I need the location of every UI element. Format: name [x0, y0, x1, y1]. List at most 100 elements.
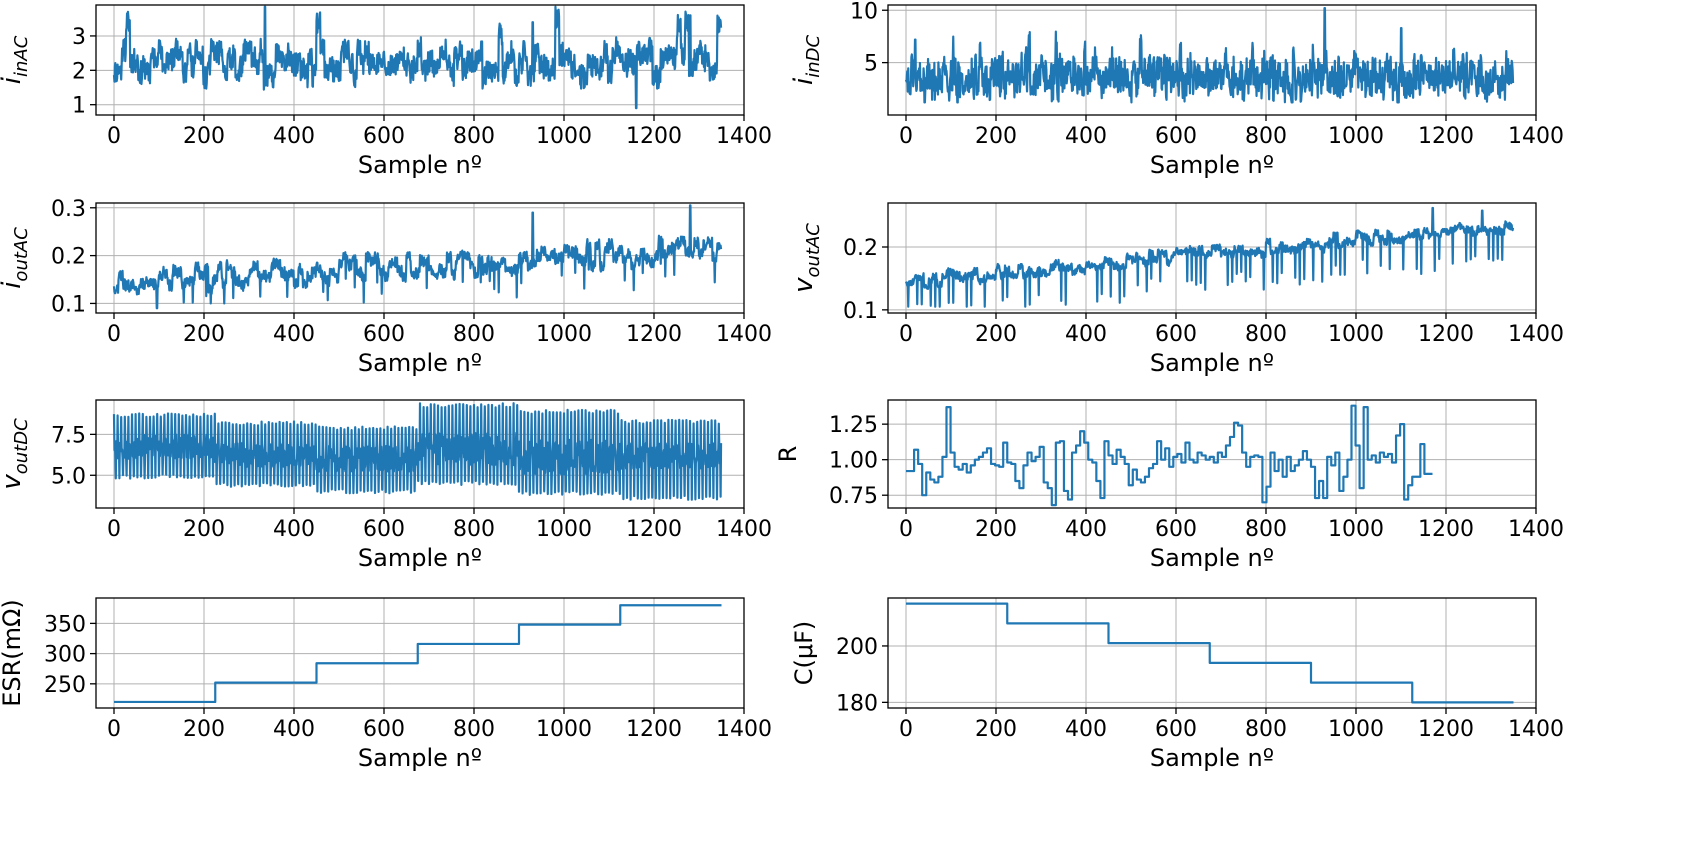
- y-tick-label: 0.1: [51, 292, 86, 317]
- x-tick-label: 200: [975, 124, 1017, 149]
- x-tick-label: 600: [363, 322, 405, 347]
- x-tick-label: 1200: [1418, 517, 1474, 542]
- x-tick-label: 1000: [1328, 322, 1384, 347]
- series-line: [906, 404, 1433, 507]
- x-axis-label: Sample nº: [1150, 544, 1274, 572]
- x-tick-label: 800: [1245, 124, 1287, 149]
- y-tick-label: 3: [72, 25, 86, 50]
- x-tick-label: 600: [1155, 717, 1197, 742]
- panel-iinAC: 0 200 400 600 800 1000 1200 1400 1 2 3 Sample nº iin…: [0, 4, 772, 179]
- y-tick-label: 0.1: [843, 299, 878, 324]
- y-axis-label: voutAC: [789, 223, 824, 293]
- x-tick-label: 400: [1065, 124, 1107, 149]
- x-tick-label: 200: [975, 517, 1017, 542]
- x-tick-label: 0: [107, 322, 121, 347]
- x-axis-label: Sample nº: [358, 744, 482, 772]
- series-line: [114, 604, 722, 704]
- x-tick-label: 0: [899, 517, 913, 542]
- x-tick-label: 1400: [716, 124, 772, 149]
- x-tick-label: 200: [183, 517, 225, 542]
- x-tick-label: 200: [183, 717, 225, 742]
- series-line: [904, 7, 1515, 104]
- x-tick-label: 400: [1065, 717, 1107, 742]
- panel-iinDC: 0 200 400 600 800 1000 1200 1400 5 10 Sample nº iin…: [789, 0, 1564, 179]
- axes-frame: [887, 202, 1537, 314]
- x-tick-label: 200: [975, 717, 1017, 742]
- x-tick-label: 0: [107, 517, 121, 542]
- y-tick-label: 250: [44, 673, 86, 698]
- series-line: [904, 206, 1515, 308]
- x-tick-label: 1000: [536, 322, 592, 347]
- x-tick-label: 400: [273, 322, 315, 347]
- x-tick-label: 1200: [1418, 717, 1474, 742]
- x-tick-label: 1000: [536, 717, 592, 742]
- y-axis-label: ioutAC: [0, 227, 32, 289]
- x-tick-label: 800: [453, 517, 495, 542]
- y-tick-label: 10: [850, 0, 878, 24]
- y-tick-label: 0.2: [843, 236, 878, 261]
- x-tick-label: 800: [453, 322, 495, 347]
- x-tick-label: 1400: [1508, 322, 1564, 347]
- y-axis-label: C(μF): [790, 621, 818, 686]
- axes-frame: [95, 4, 745, 116]
- x-tick-label: 400: [1065, 322, 1107, 347]
- axes-frame: [95, 399, 745, 509]
- x-tick-label: 1000: [536, 517, 592, 542]
- x-tick-label: 0: [899, 124, 913, 149]
- x-tick-label: 0: [107, 124, 121, 149]
- x-tick-label: 200: [975, 322, 1017, 347]
- panel-ESR: 0 200 400 600 800 1000 1200 1400 250 300 350 Sample…: [0, 597, 772, 772]
- x-tick-label: 1200: [626, 517, 682, 542]
- x-axis-label: Sample nº: [1150, 349, 1274, 377]
- y-tick-label: 0.3: [51, 197, 86, 222]
- x-tick-label: 1200: [1418, 124, 1474, 149]
- y-axis-label-base: i: [789, 77, 819, 85]
- x-tick-label: 1400: [1508, 717, 1564, 742]
- x-axis-label: Sample nº: [358, 349, 482, 377]
- x-tick-label: 0: [899, 717, 913, 742]
- y-axis-label-subscript: outAC: [803, 223, 824, 278]
- axes-frame: [95, 202, 745, 314]
- x-tick-label: 800: [1245, 717, 1287, 742]
- x-tick-label: 800: [453, 124, 495, 149]
- y-tick-label: 350: [44, 612, 86, 637]
- series-line: [112, 5, 723, 110]
- y-tick-label: 180: [836, 691, 878, 716]
- x-tick-label: 1400: [716, 717, 772, 742]
- y-axis-label-base: i: [0, 76, 27, 84]
- panel-ioutAC: 0 200 400 600 800 1000 1200 1400 0.1 0.2 0.3 Sample…: [0, 197, 772, 377]
- y-axis-label-base: i: [0, 281, 27, 289]
- y-tick-label: 1.25: [829, 413, 878, 438]
- x-tick-label: 600: [363, 717, 405, 742]
- y-axis-label-base: v: [789, 277, 819, 293]
- y-tick-label: 200: [836, 635, 878, 660]
- y-axis-label: iinAC: [0, 35, 32, 84]
- axes-frame: [887, 597, 1537, 709]
- x-tick-label: 200: [183, 322, 225, 347]
- y-axis-label: R: [774, 446, 802, 463]
- x-tick-label: 1400: [716, 322, 772, 347]
- x-tick-label: 1200: [1418, 322, 1474, 347]
- x-tick-label: 1400: [716, 517, 772, 542]
- y-tick-label: 0.2: [51, 245, 86, 270]
- x-tick-label: 1400: [1508, 124, 1564, 149]
- y-axis-label-subscript: inDC: [803, 35, 824, 78]
- x-tick-label: 600: [363, 517, 405, 542]
- x-tick-label: 1000: [1328, 124, 1384, 149]
- panel-C: 0 200 400 600 800 1000 1200 1400 180 200 Sample nº…: [790, 597, 1564, 772]
- x-tick-label: 1000: [1328, 517, 1384, 542]
- series-line: [112, 402, 723, 501]
- x-tick-label: 200: [183, 124, 225, 149]
- axes-frame: [95, 597, 745, 709]
- x-tick-label: 0: [107, 717, 121, 742]
- y-axis-label-subscript: outAC: [11, 227, 32, 282]
- y-axis-label-subscript: outDC: [11, 418, 32, 474]
- y-axis-label-base: v: [0, 474, 27, 490]
- y-tick-label: 1: [72, 94, 86, 119]
- panel-R: 0 200 400 600 800 1000 1200 1400 0.75 1.00 1.25 Sam…: [774, 399, 1564, 572]
- y-axis-label: voutDC: [0, 418, 32, 490]
- y-tick-label: 1.00: [829, 449, 878, 474]
- x-tick-label: 800: [1245, 517, 1287, 542]
- y-axis-label-subscript: inAC: [11, 35, 32, 77]
- x-tick-label: 1200: [626, 124, 682, 149]
